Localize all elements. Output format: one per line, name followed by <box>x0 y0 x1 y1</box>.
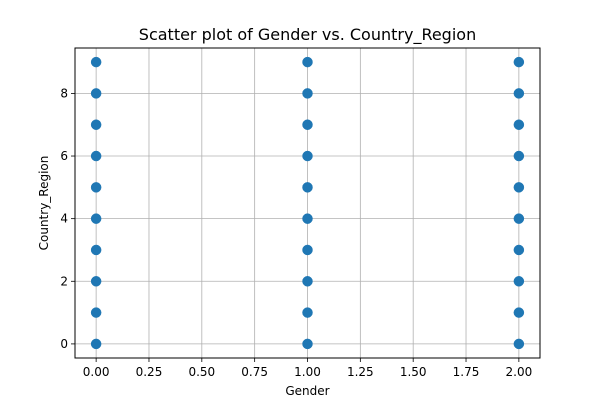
data-point <box>302 56 313 68</box>
data-point <box>513 213 525 224</box>
data-point <box>302 88 313 99</box>
chart-title: Scatter plot of Gender vs. Country_Regio… <box>139 25 476 45</box>
data-point <box>513 182 525 193</box>
x-tick-label: 0.50 <box>188 365 215 379</box>
data-point <box>302 119 313 130</box>
x-tick-label: 1.50 <box>400 365 427 379</box>
x-tick-label: 1.00 <box>294 365 321 379</box>
x-tick-label: 1.75 <box>453 365 480 379</box>
x-tick-label: 0.75 <box>241 365 268 379</box>
y-tick-label: 2 <box>60 274 68 288</box>
x-tick-label: 0.00 <box>83 365 110 379</box>
data-point <box>90 56 102 68</box>
y-tick-label: 0 <box>60 337 68 351</box>
data-point <box>90 338 102 350</box>
data-point <box>90 307 102 318</box>
data-point <box>513 88 525 99</box>
data-point <box>302 150 313 162</box>
data-point <box>513 56 525 68</box>
data-point <box>90 213 102 224</box>
data-point <box>513 119 525 130</box>
data-point <box>302 307 313 318</box>
data-point <box>513 244 525 256</box>
data-point <box>90 150 102 162</box>
x-tick-label: 1.25 <box>347 365 374 379</box>
data-point <box>302 213 313 224</box>
data-point <box>513 276 525 287</box>
y-tick-label: 8 <box>60 86 68 100</box>
x-tick-label: 2.00 <box>506 365 533 379</box>
data-point <box>302 276 313 287</box>
y-tick-label: 4 <box>60 212 68 226</box>
x-tick-label: 0.25 <box>136 365 163 379</box>
data-point <box>90 88 102 99</box>
data-point <box>302 338 313 350</box>
data-point <box>302 182 313 193</box>
data-point <box>90 119 102 130</box>
data-point <box>90 244 102 256</box>
y-axis-label: Country_Region <box>37 156 51 251</box>
x-axis-label: Gender <box>285 384 329 398</box>
data-point <box>513 150 525 162</box>
data-point <box>513 338 525 350</box>
y-tick-label: 6 <box>60 149 68 163</box>
data-points <box>90 56 525 350</box>
data-point <box>513 307 525 318</box>
data-point <box>90 182 102 193</box>
data-point <box>90 276 102 287</box>
axis-ticks: 0.00 0.25 0.50 0.75 1.00 1.25 1.50 1.75 2.00 0 2 4 6… <box>60 86 532 379</box>
data-point <box>302 244 313 256</box>
